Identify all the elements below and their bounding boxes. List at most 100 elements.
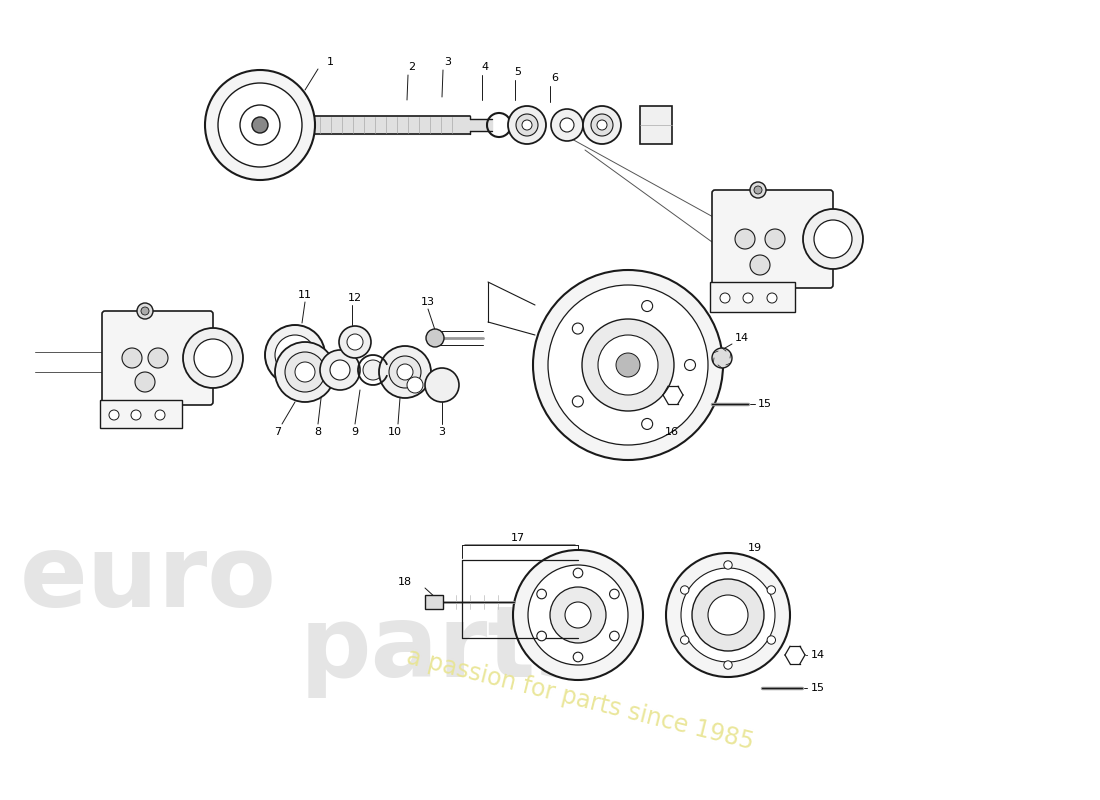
Circle shape [582,319,674,411]
FancyBboxPatch shape [712,190,833,288]
Circle shape [609,631,619,641]
Circle shape [426,329,444,347]
Circle shape [252,117,268,133]
Text: 5: 5 [515,67,521,77]
Text: 16: 16 [666,427,679,437]
Circle shape [265,325,324,385]
Text: 14: 14 [811,650,825,660]
Circle shape [681,586,689,594]
Circle shape [583,106,621,144]
Circle shape [735,229,755,249]
Text: 19: 19 [748,543,762,553]
Circle shape [320,350,360,390]
Text: 10: 10 [388,427,401,437]
Circle shape [641,418,652,430]
Circle shape [528,565,628,665]
Circle shape [379,346,431,398]
Circle shape [138,303,153,319]
Circle shape [724,661,733,669]
FancyBboxPatch shape [102,311,213,405]
Circle shape [397,364,412,380]
Circle shape [681,568,776,662]
Circle shape [681,636,689,644]
Circle shape [550,587,606,643]
Circle shape [616,353,640,377]
Text: 6: 6 [551,73,559,83]
Circle shape [183,328,243,388]
Circle shape [205,70,315,180]
Bar [100,400,182,428]
Circle shape [425,368,459,402]
Text: 3: 3 [444,57,451,67]
Circle shape [407,377,424,393]
Text: 3: 3 [439,427,446,437]
Circle shape [339,326,371,358]
Text: 8: 8 [315,427,321,437]
Circle shape [767,636,775,644]
Circle shape [508,106,546,144]
Circle shape [330,360,350,380]
Text: 9: 9 [351,427,359,437]
Circle shape [754,186,762,194]
Circle shape [516,114,538,136]
Circle shape [295,362,315,382]
Circle shape [724,561,733,570]
Circle shape [565,602,591,628]
Circle shape [573,652,583,662]
Text: 15: 15 [758,399,772,409]
Circle shape [641,301,652,311]
Circle shape [666,553,790,677]
Circle shape [194,339,232,377]
Bar [425,595,443,609]
Circle shape [708,595,748,635]
Circle shape [767,586,775,594]
Circle shape [572,396,583,407]
Circle shape [522,120,532,130]
Circle shape [684,359,695,370]
Text: euro: euro [20,531,277,629]
Text: 11: 11 [298,290,312,300]
Text: 1: 1 [327,57,333,67]
Circle shape [148,348,168,368]
Circle shape [285,352,324,392]
Circle shape [218,83,302,167]
Circle shape [750,255,770,275]
Circle shape [240,105,280,145]
Circle shape [275,342,336,402]
Circle shape [609,589,619,598]
Text: a passion for parts since 1985: a passion for parts since 1985 [404,645,756,755]
Text: parts: parts [300,602,596,698]
Text: 17: 17 [510,533,525,543]
Text: 4: 4 [482,62,488,72]
Circle shape [513,550,644,680]
Circle shape [109,410,119,420]
Circle shape [572,323,583,334]
Circle shape [363,360,383,380]
Circle shape [534,270,723,460]
Circle shape [764,229,785,249]
Text: 7: 7 [274,427,282,437]
Circle shape [389,356,421,388]
Text: 12: 12 [348,293,362,303]
Text: 18: 18 [398,577,412,587]
Circle shape [597,120,607,130]
Circle shape [814,220,852,258]
Text: 15: 15 [811,683,825,693]
Circle shape [131,410,141,420]
Circle shape [141,307,149,315]
Circle shape [548,285,708,445]
Circle shape [803,209,864,269]
Circle shape [591,114,613,136]
Circle shape [537,589,547,598]
Circle shape [155,410,165,420]
Circle shape [598,335,658,395]
Circle shape [537,631,547,641]
Bar [640,106,672,144]
Text: 14: 14 [735,333,749,343]
Circle shape [720,293,730,303]
Circle shape [551,109,583,141]
Bar [710,282,795,312]
Circle shape [712,348,732,368]
Circle shape [750,182,766,198]
Circle shape [135,372,155,392]
